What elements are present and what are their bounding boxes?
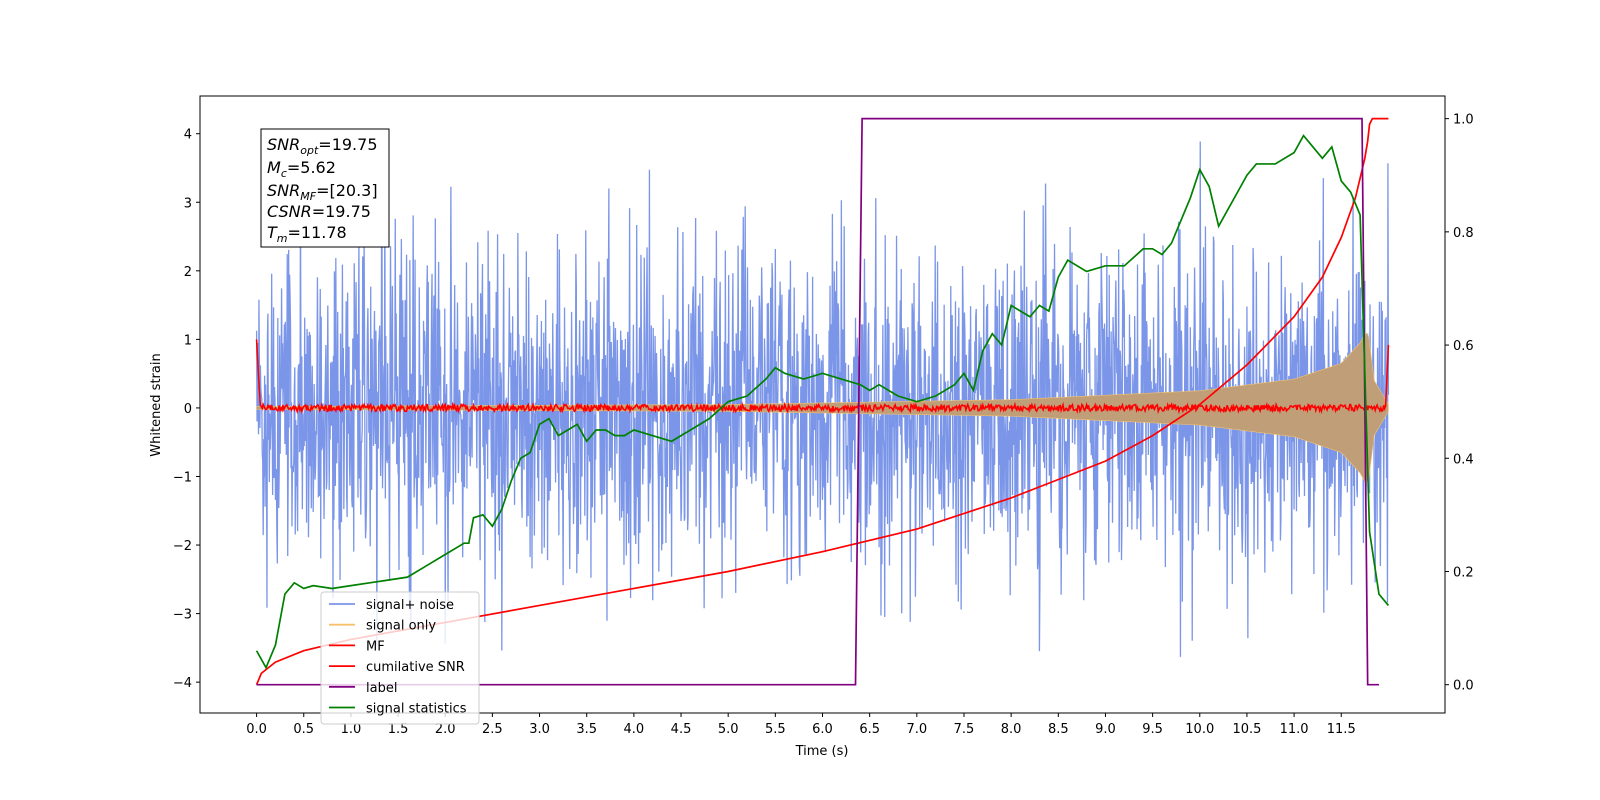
x-tick-label: 1.0	[341, 722, 362, 737]
x-axis: 0.0 0.5 1.0 1.5 2.0 2.5 3.0 3.5 4.0 4.5 5.0 5.5 6.0 6…	[246, 713, 1356, 737]
legend: signal+ noise signal only MF cumilative SNR…	[320, 591, 480, 725]
y-tick-label: −1	[173, 470, 192, 485]
annotation-snr-mf: SNRMF=[20.3]	[267, 181, 378, 203]
x-tick-label: 7.5	[954, 722, 975, 737]
annotation-csnr: CSNR=19.75	[267, 202, 371, 221]
y2-tick-label: 0.6	[1453, 339, 1474, 354]
x-tick-label: 0.5	[293, 722, 314, 737]
x-tick-label: 4.0	[624, 722, 645, 737]
legend-entry: signal only	[366, 619, 436, 634]
mf-line	[255, 339, 1390, 415]
x-tick-label: 2.5	[482, 722, 503, 737]
x-tick-label: 10.0	[1185, 722, 1214, 737]
x-tick-label: 11.0	[1280, 722, 1309, 737]
y-axis-right: 0.0 0.2 0.4 0.6 0.8 1.0	[1445, 113, 1474, 694]
legend-entry: cumilative SNR	[366, 660, 465, 675]
x-tick-label: 3.5	[576, 722, 597, 737]
x-tick-label: 10.5	[1232, 722, 1261, 737]
y2-tick-label: 0.8	[1453, 226, 1474, 241]
annotation-box: SNRopt=19.75 Mc=5.62 SNRMF=[20.3] CSNR=1…	[260, 128, 390, 248]
x-tick-label: 6.5	[859, 722, 880, 737]
y-tick-label: −2	[173, 539, 192, 554]
x-tick-label: 11.5	[1327, 722, 1356, 737]
signal-statistics-line	[255, 134, 1390, 670]
x-tick-label: 6.0	[812, 722, 833, 737]
legend-entry: signal+ noise	[366, 598, 454, 613]
x-tick-label: 9.5	[1142, 722, 1163, 737]
y-tick-label: 4	[184, 128, 192, 143]
legend-entry: label	[366, 681, 397, 696]
legend-entry: signal statistics	[366, 702, 467, 717]
annotation-mc: Mc=5.62	[267, 158, 336, 180]
x-tick-label: 4.5	[671, 722, 692, 737]
label-line	[256, 117, 1379, 686]
y2-tick-label: 0.2	[1453, 565, 1474, 580]
y-axis-label: Whitened strain	[149, 353, 164, 456]
x-tick-label: 5.5	[765, 722, 786, 737]
y-tick-label: 1	[184, 333, 192, 348]
x-tick-label: 3.0	[529, 722, 550, 737]
y-tick-label: 2	[184, 265, 192, 280]
y-tick-label: 0	[184, 402, 192, 417]
annotation-snr-opt: SNRopt=19.75	[267, 135, 378, 157]
x-tick-label: 7.0	[906, 722, 927, 737]
y2-tick-label: 0.0	[1453, 679, 1474, 694]
x-tick-label: 0.0	[246, 722, 267, 737]
mf-layer	[255, 339, 1390, 415]
x-tick-label: 8.5	[1048, 722, 1069, 737]
annotation-tm: Tm=11.78	[267, 223, 347, 245]
y2-tick-label: 0.4	[1453, 452, 1474, 467]
y-tick-label: 3	[184, 196, 192, 211]
y2-tick-label: 1.0	[1453, 113, 1474, 128]
y-axis-left: −4 −3 −2 −1 0 1 2 3 4	[173, 128, 200, 691]
x-tick-label: 8.0	[1001, 722, 1022, 737]
legend-entry: MF	[366, 639, 385, 654]
x-tick-label: 2.0	[435, 722, 456, 737]
x-axis-label: Time (s)	[795, 744, 849, 759]
y-tick-label: −3	[173, 608, 192, 623]
x-tick-label: 1.5	[388, 722, 409, 737]
y-tick-label: −4	[173, 676, 192, 691]
x-tick-label: 9.0	[1095, 722, 1116, 737]
x-tick-label: 5.0	[718, 722, 739, 737]
